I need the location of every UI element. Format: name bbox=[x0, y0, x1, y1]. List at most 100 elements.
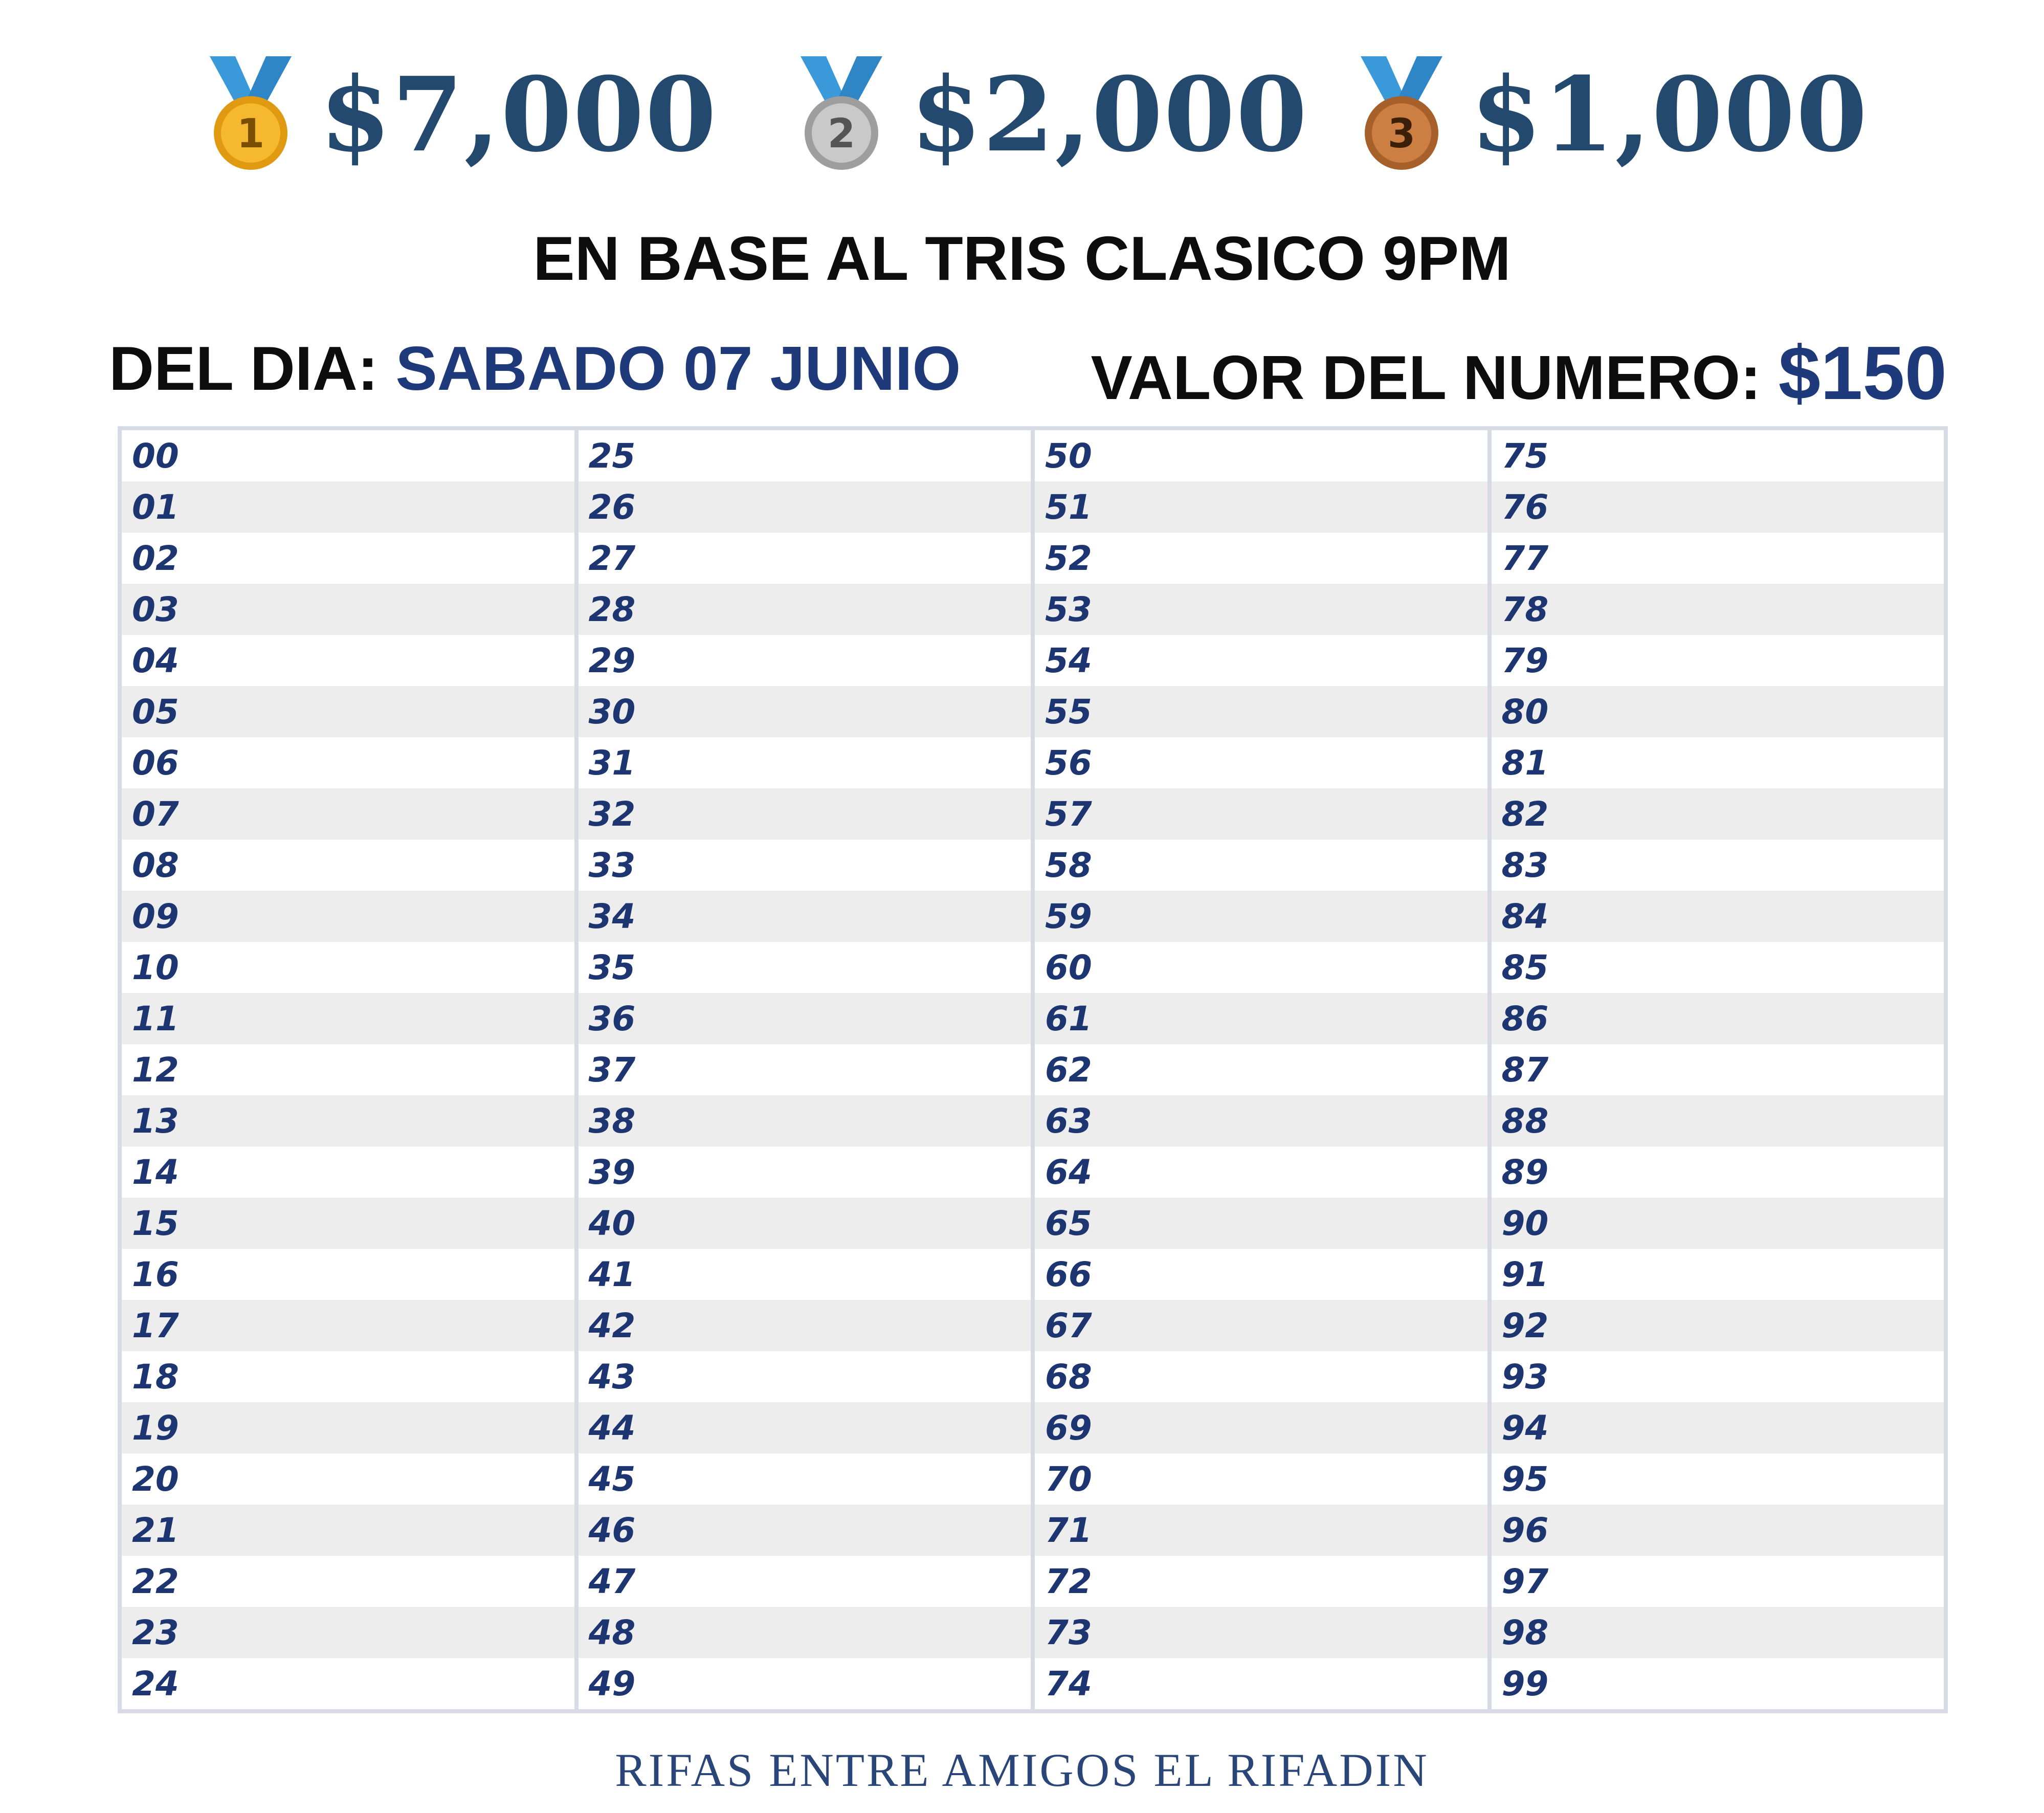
number-cell[interactable]: 63 bbox=[1035, 1095, 1487, 1146]
number-cell[interactable]: 45 bbox=[588, 1459, 636, 1499]
number-cell[interactable]: 53 bbox=[1035, 584, 1487, 635]
number-cell[interactable]: 10 bbox=[132, 947, 179, 987]
number-cell[interactable]: 22 bbox=[132, 1561, 179, 1601]
number-cell[interactable]: 83 bbox=[1501, 845, 1549, 885]
number-cell[interactable]: 85 bbox=[1501, 947, 1549, 987]
number-cell[interactable]: 20 bbox=[132, 1459, 179, 1499]
number-cell[interactable]: 82 bbox=[1491, 788, 1944, 839]
number-cell[interactable]: 77 bbox=[1501, 538, 1549, 578]
number-cell[interactable]: 74 bbox=[1045, 1664, 1092, 1704]
number-cell[interactable]: 41 bbox=[588, 1254, 636, 1294]
number-cell[interactable]: 69 bbox=[1035, 1402, 1487, 1453]
number-cell[interactable]: 16 bbox=[132, 1254, 179, 1294]
number-cell[interactable]: 50 bbox=[1045, 436, 1092, 476]
number-cell[interactable]: 17 bbox=[122, 1300, 574, 1351]
number-cell[interactable]: 64 bbox=[1045, 1152, 1092, 1192]
number-cell[interactable]: 60 bbox=[1045, 947, 1092, 987]
number-cell[interactable]: 25 bbox=[588, 436, 636, 476]
number-cell[interactable]: 00 bbox=[132, 436, 179, 476]
number-cell[interactable]: 05 bbox=[122, 686, 574, 737]
number-cell[interactable]: 40 bbox=[578, 1198, 1031, 1249]
number-cell[interactable]: 66 bbox=[1045, 1254, 1092, 1294]
number-cell[interactable]: 75 bbox=[1501, 436, 1549, 476]
number-cell[interactable]: 62 bbox=[1045, 1050, 1092, 1090]
number-cell[interactable]: 72 bbox=[1045, 1561, 1092, 1601]
number-cell[interactable]: 92 bbox=[1491, 1300, 1944, 1351]
number-cell[interactable]: 71 bbox=[1035, 1505, 1487, 1556]
number-cell[interactable]: 91 bbox=[1501, 1254, 1549, 1294]
number-cell[interactable]: 09 bbox=[122, 891, 574, 942]
number-cell[interactable]: 65 bbox=[1035, 1198, 1487, 1249]
number-cell[interactable]: 29 bbox=[588, 640, 636, 680]
number-cell[interactable]: 67 bbox=[1035, 1300, 1487, 1351]
number-cell[interactable]: 99 bbox=[1501, 1664, 1549, 1704]
number-cell[interactable]: 23 bbox=[122, 1607, 574, 1658]
number-cell[interactable]: 46 bbox=[578, 1505, 1031, 1556]
number-cell[interactable]: 38 bbox=[578, 1095, 1031, 1146]
number-cell[interactable]: 33 bbox=[588, 845, 636, 885]
number-cell[interactable]: 02 bbox=[132, 538, 179, 578]
number-cell[interactable]: 28 bbox=[578, 584, 1031, 635]
number-cell[interactable]: 78 bbox=[1491, 584, 1944, 635]
number-cell[interactable]: 43 bbox=[588, 1357, 636, 1397]
number-cell[interactable]: 58 bbox=[1045, 845, 1092, 885]
number-cell[interactable]: 07 bbox=[122, 788, 574, 839]
number-cell[interactable]: 80 bbox=[1491, 686, 1944, 737]
number-cell[interactable]: 52 bbox=[1045, 538, 1092, 578]
number-cell[interactable]: 89 bbox=[1501, 1152, 1549, 1192]
number-cell[interactable]: 51 bbox=[1035, 481, 1487, 533]
number-cell[interactable]: 37 bbox=[588, 1050, 636, 1090]
number-cell[interactable]: 94 bbox=[1491, 1402, 1944, 1453]
number-cell[interactable]: 97 bbox=[1501, 1561, 1549, 1601]
number-cell[interactable]: 90 bbox=[1491, 1198, 1944, 1249]
number-cell[interactable]: 36 bbox=[578, 993, 1031, 1044]
number-cell[interactable]: 35 bbox=[588, 947, 636, 987]
number-cell[interactable]: 14 bbox=[132, 1152, 179, 1192]
number-cell[interactable]: 59 bbox=[1035, 891, 1487, 942]
number-cell[interactable]: 47 bbox=[588, 1561, 636, 1601]
number-cell[interactable]: 04 bbox=[132, 640, 179, 680]
number-cell[interactable]: 76 bbox=[1491, 481, 1944, 533]
number-cell[interactable]: 44 bbox=[578, 1402, 1031, 1453]
number-cell[interactable]: 21 bbox=[122, 1505, 574, 1556]
number-cell[interactable]: 12 bbox=[132, 1050, 179, 1090]
number-cell[interactable]: 56 bbox=[1045, 743, 1092, 783]
number-cell[interactable]: 54 bbox=[1045, 640, 1092, 680]
number-cell[interactable]: 55 bbox=[1035, 686, 1487, 737]
number-cell[interactable]: 61 bbox=[1035, 993, 1487, 1044]
number-cell[interactable]: 13 bbox=[122, 1095, 574, 1146]
number-cell[interactable]: 73 bbox=[1035, 1607, 1487, 1658]
number-cell[interactable]: 31 bbox=[588, 743, 636, 783]
number-cell[interactable]: 19 bbox=[122, 1402, 574, 1453]
number-cell[interactable]: 79 bbox=[1501, 640, 1549, 680]
number-cell[interactable]: 32 bbox=[578, 788, 1031, 839]
number-cell[interactable]: 27 bbox=[588, 538, 636, 578]
number-cell[interactable]: 57 bbox=[1035, 788, 1487, 839]
number-cell[interactable]: 96 bbox=[1491, 1505, 1944, 1556]
number-cell[interactable]: 88 bbox=[1491, 1095, 1944, 1146]
number-cell[interactable]: 08 bbox=[132, 845, 179, 885]
number-cell[interactable]: 95 bbox=[1501, 1459, 1549, 1499]
number-cell[interactable]: 84 bbox=[1491, 891, 1944, 942]
number-cell[interactable]: 03 bbox=[122, 584, 574, 635]
number-cell[interactable]: 42 bbox=[578, 1300, 1031, 1351]
number-cell[interactable]: 15 bbox=[122, 1198, 574, 1249]
number-cell[interactable]: 01 bbox=[122, 481, 574, 533]
number-cell[interactable]: 81 bbox=[1501, 743, 1549, 783]
number-cell[interactable]: 39 bbox=[588, 1152, 636, 1192]
number-cell[interactable]: 18 bbox=[132, 1357, 179, 1397]
number-cell[interactable]: 98 bbox=[1491, 1607, 1944, 1658]
number-cell[interactable]: 70 bbox=[1045, 1459, 1092, 1499]
number-cell[interactable]: 06 bbox=[132, 743, 179, 783]
number-cell[interactable]: 48 bbox=[578, 1607, 1031, 1658]
number-cell[interactable]: 86 bbox=[1491, 993, 1944, 1044]
number-cell[interactable]: 34 bbox=[578, 891, 1031, 942]
number-cell[interactable]: 68 bbox=[1045, 1357, 1092, 1397]
number-cell[interactable]: 26 bbox=[578, 481, 1031, 533]
number-cell[interactable]: 24 bbox=[132, 1664, 179, 1704]
number-cell[interactable]: 93 bbox=[1501, 1357, 1549, 1397]
number-cell[interactable]: 11 bbox=[122, 993, 574, 1044]
number-cell[interactable]: 49 bbox=[588, 1664, 636, 1704]
number-cell[interactable]: 87 bbox=[1501, 1050, 1549, 1090]
number-cell[interactable]: 30 bbox=[578, 686, 1031, 737]
